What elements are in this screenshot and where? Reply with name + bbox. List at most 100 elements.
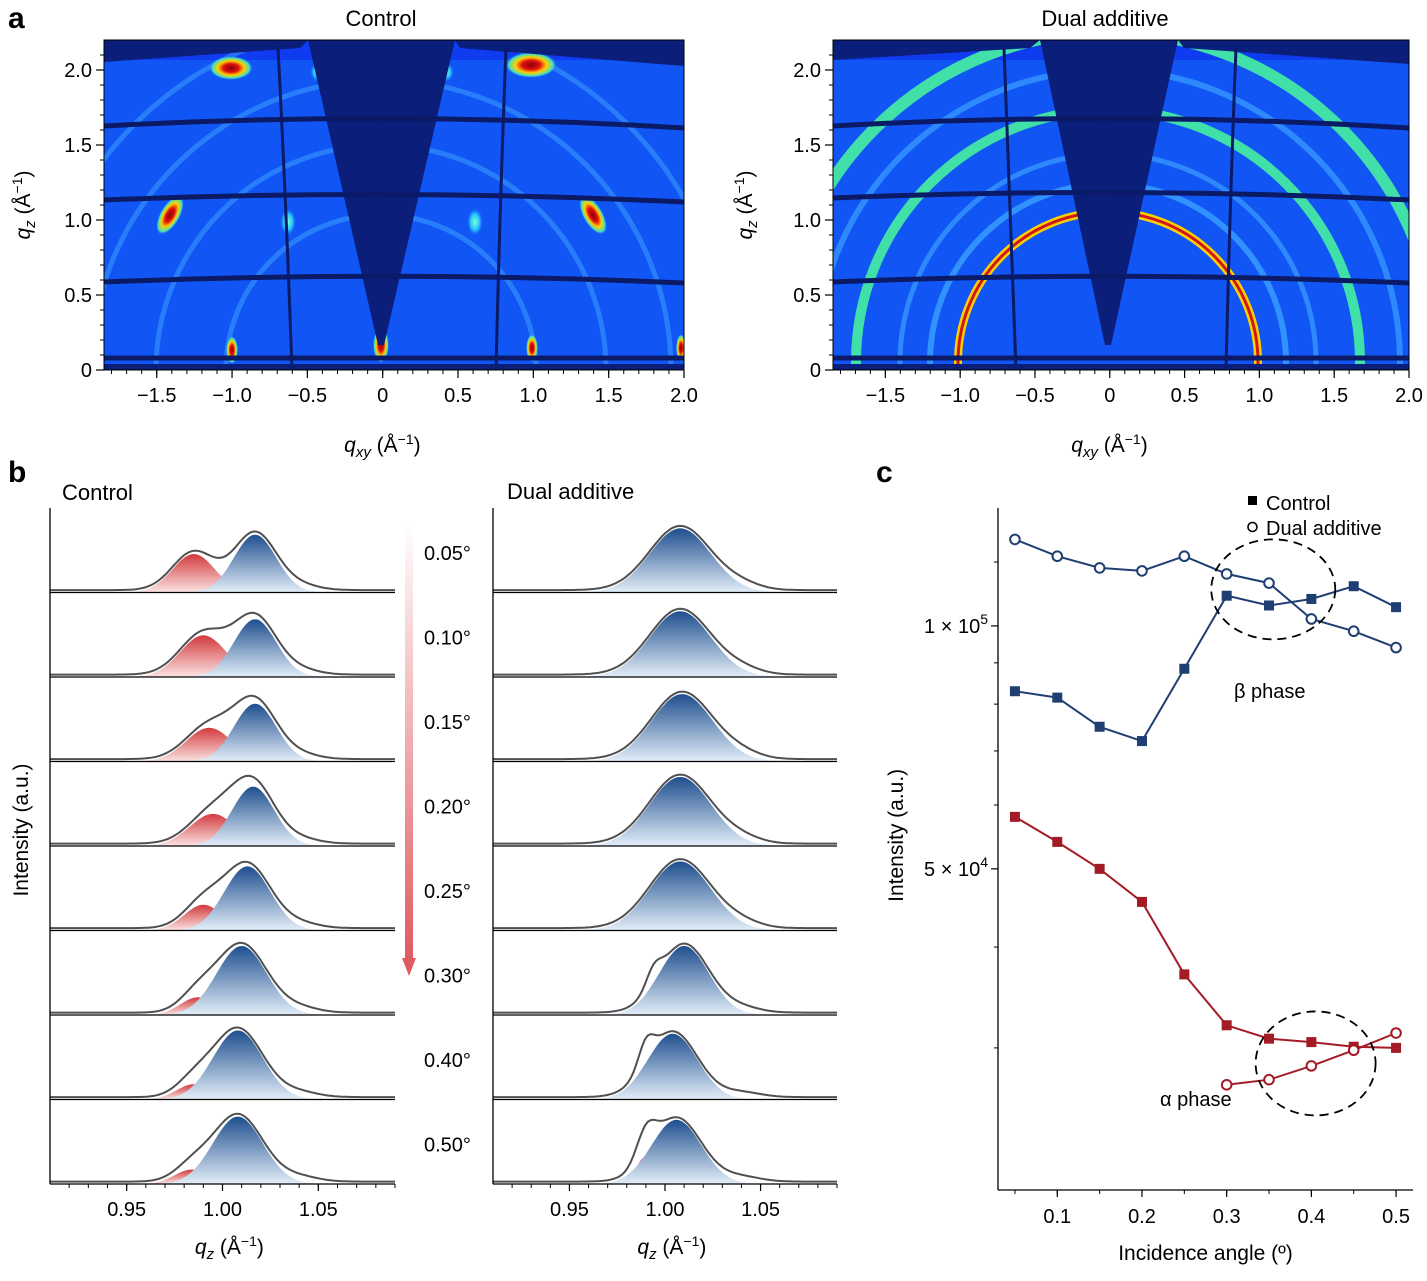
- measured-profile: [50, 530, 395, 592]
- series-line: [1014, 538, 1397, 649]
- measured-profile: [50, 694, 395, 761]
- angle-label: 0.50°: [424, 1135, 471, 1157]
- x-axis-label: qz (Å−1): [637, 1233, 706, 1263]
- y-axis-label: qz (Å−1): [9, 171, 39, 240]
- y-axis-label: Intensity (a.u.): [885, 769, 908, 902]
- y-tick-label: 0.5: [64, 285, 92, 307]
- beta-phase-ellipse: [1210, 538, 1337, 641]
- data-point-circle: [1347, 1044, 1360, 1057]
- measured-profile: [493, 1116, 837, 1183]
- panel-b-left-title: Control: [62, 480, 133, 505]
- data-point-square: [1179, 663, 1190, 674]
- alpha-peak-fit: [111, 635, 296, 677]
- x-tick-label: 2.0: [670, 385, 698, 407]
- profile-stack-control: 0.95 1.00 1.05 qz (Å−1): [49, 508, 396, 1263]
- data-point-square: [1221, 1020, 1232, 1031]
- y-tick-label: 0: [810, 360, 821, 382]
- beta-peak-fit: [558, 861, 803, 931]
- giwaxs-map-dual-additive: [833, 40, 1409, 370]
- x-tick-label: 0.5: [1171, 385, 1199, 407]
- data-point-square: [1052, 692, 1063, 703]
- beta-peak-fit: [168, 786, 338, 846]
- x-tick-label: 1.0: [519, 385, 547, 407]
- x-axis-label: qxy (Å−1): [344, 431, 421, 461]
- legend-label-dual-additive: Dual additive: [1266, 518, 1382, 540]
- x-tick-label: −1.0: [940, 385, 979, 407]
- x-tick-label: −1.0: [212, 385, 251, 407]
- alpha-peak-fit: [109, 554, 279, 593]
- beta-peak-fit: [142, 946, 342, 1015]
- x-tick-label: 1.05: [741, 1199, 780, 1221]
- beta-peak-fit: [573, 1033, 772, 1100]
- x-tick-label: 1.5: [595, 385, 623, 407]
- y-tick-label: 1.0: [64, 210, 92, 232]
- legend-label-control: Control: [1266, 493, 1330, 515]
- y-axis-label: qz (Å−1): [731, 171, 761, 240]
- x-tick-label: −0.5: [288, 385, 327, 407]
- angle-label: 0.20°: [424, 797, 471, 819]
- data-point-square: [1009, 686, 1020, 697]
- x-axis-label: qxy (Å−1): [1071, 431, 1148, 461]
- data-point-square: [1348, 581, 1359, 592]
- measured-profile: [50, 860, 395, 930]
- data-point-circle: [1136, 565, 1148, 577]
- data-point-circle: [1305, 613, 1318, 625]
- series-line: [1014, 815, 1397, 1049]
- data-point-circle: [1178, 550, 1191, 563]
- data-point-square: [1221, 590, 1232, 601]
- x-tick-label: 1.0: [1245, 385, 1273, 407]
- angle-label: 0.05°: [424, 543, 471, 565]
- x-tick-label: 2.0: [1395, 385, 1423, 407]
- x-axis-label: Incidence angle (º): [1118, 1242, 1293, 1265]
- beta-peak-fit: [577, 1119, 776, 1184]
- beta-peak-fit: [170, 703, 340, 762]
- x-tick-label: 0.1: [1043, 1206, 1071, 1228]
- data-point-circle: [1263, 577, 1275, 589]
- data-point-square: [1306, 593, 1317, 604]
- beta-peak-fit: [558, 777, 803, 846]
- beta-peak-fit: [558, 528, 803, 593]
- beta-peak-fit: [558, 611, 803, 677]
- data-point-square: [1094, 863, 1105, 874]
- x-tick-label: 1.05: [299, 1199, 338, 1221]
- angle-arrow-shaft: [405, 522, 413, 962]
- measured-profile: [493, 524, 837, 592]
- measured-profile: [493, 607, 837, 676]
- data-point-circle: [1305, 1060, 1318, 1072]
- beta-peak-fit: [155, 866, 340, 931]
- data-point-circle: [1347, 625, 1360, 638]
- data-point-circle: [1263, 1073, 1275, 1086]
- y-tick-label: 0.5: [793, 285, 821, 307]
- angle-label: 0.15°: [424, 712, 471, 734]
- y-tick-label: 5 × 104: [924, 854, 988, 881]
- panel-b-letter: b: [8, 456, 26, 489]
- x-tick-label: −1.5: [137, 385, 176, 407]
- data-point-circle: [1009, 533, 1021, 546]
- data-point-circle: [1390, 1027, 1402, 1039]
- y-tick-label: 1 × 105: [924, 611, 988, 638]
- data-point-square: [1179, 969, 1190, 980]
- data-point-circle: [1220, 568, 1233, 580]
- beta-peak-fit: [584, 946, 784, 1015]
- alpha-peak-fit: [117, 727, 302, 762]
- data-point-square: [1094, 721, 1105, 732]
- measured-profile: [493, 942, 837, 1014]
- angle-label: 0.30°: [424, 966, 471, 988]
- data-point-circle: [1220, 1079, 1233, 1091]
- y-tick-label: 2.0: [64, 60, 92, 82]
- x-tick-label: −0.5: [1015, 385, 1054, 407]
- data-point-square: [1136, 736, 1147, 747]
- data-point-square: [1009, 811, 1020, 822]
- measured-profile: [50, 611, 395, 676]
- panel-b-ylabel: Intensity (a.u.): [10, 763, 33, 896]
- y-tick-label: 2.0: [793, 60, 821, 82]
- y-tick-label: 0: [81, 360, 92, 382]
- x-tick-label: 1.00: [203, 1199, 242, 1221]
- alpha-peak-fit: [126, 904, 280, 931]
- beta-peak-fit: [138, 1116, 338, 1184]
- data-point-circle: [1051, 550, 1064, 563]
- data-point-circle: [1390, 641, 1402, 654]
- panel-a-letter: a: [8, 2, 25, 35]
- data-point-square: [1264, 600, 1275, 611]
